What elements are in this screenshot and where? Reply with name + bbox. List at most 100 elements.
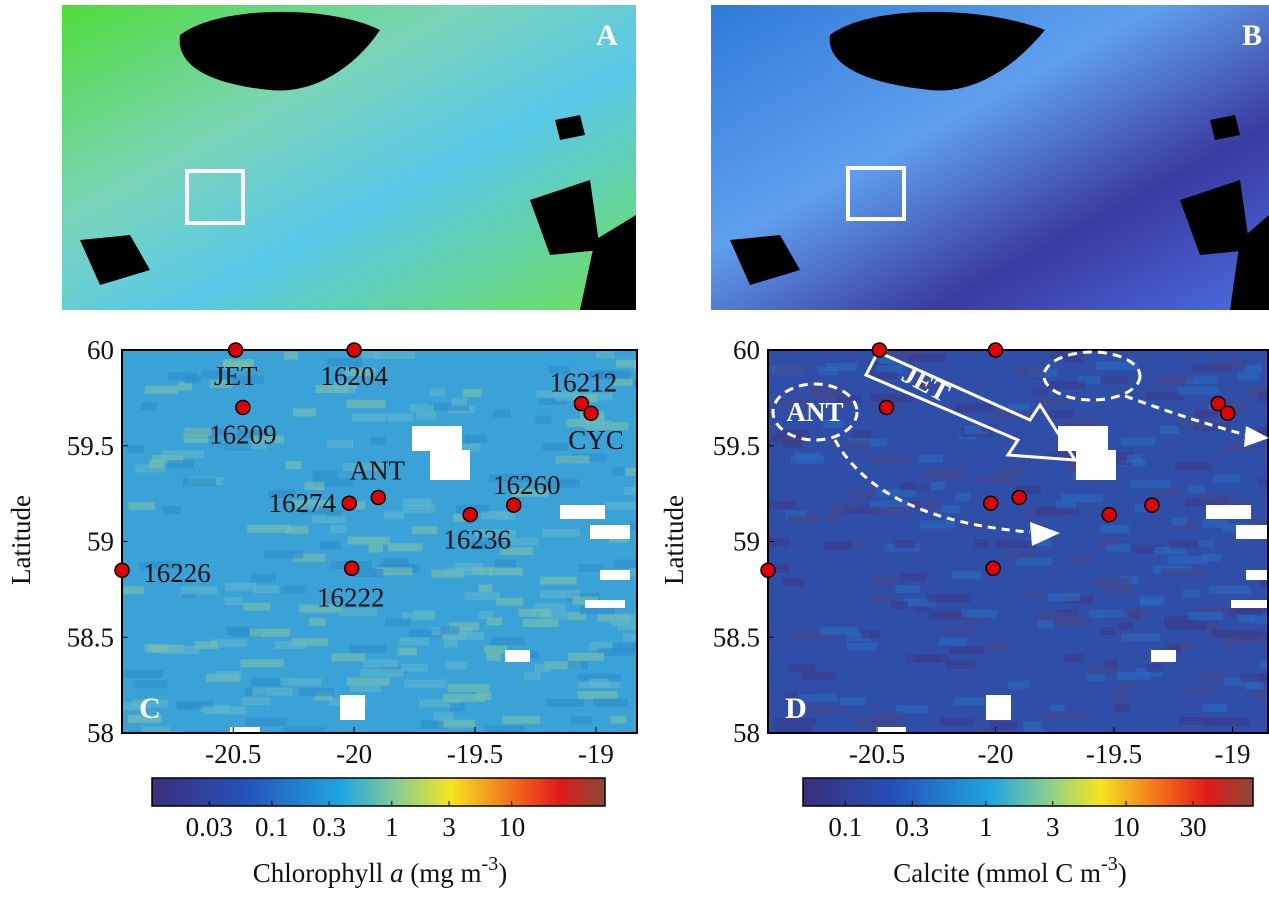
colorbar-tick-label: 0.1 bbox=[828, 812, 862, 842]
map-pixel bbox=[926, 594, 971, 603]
map-pixel bbox=[347, 536, 391, 545]
map-pixel bbox=[589, 641, 612, 650]
map-pixel bbox=[450, 703, 465, 712]
station-marker bbox=[583, 405, 599, 421]
map-pixel bbox=[500, 547, 533, 556]
map-pixel bbox=[149, 459, 164, 468]
map-pixel bbox=[1188, 612, 1223, 621]
map-pixel bbox=[985, 642, 1008, 651]
map-pixel bbox=[1111, 692, 1132, 701]
map-pixel bbox=[555, 455, 590, 464]
station-marker bbox=[878, 399, 895, 416]
station-marker bbox=[235, 399, 251, 416]
map-pixel bbox=[399, 637, 429, 646]
colorbar-tick-label: 3 bbox=[442, 812, 456, 842]
map-pixel bbox=[1209, 360, 1247, 369]
station-marker bbox=[114, 562, 130, 578]
map-pixel bbox=[613, 559, 637, 568]
map-pixel bbox=[437, 719, 476, 728]
map-pixel bbox=[1167, 556, 1208, 565]
map-pixel bbox=[577, 691, 619, 700]
map-pixel bbox=[183, 434, 209, 443]
colorbar-tick-label: 3 bbox=[1046, 812, 1060, 842]
map-pixel bbox=[1196, 606, 1233, 615]
map-pixel bbox=[540, 590, 580, 599]
map-pixel bbox=[350, 568, 384, 577]
map-pixel bbox=[938, 637, 967, 646]
map-pixel bbox=[978, 475, 1016, 484]
map-pixel bbox=[974, 539, 990, 548]
map-pixel bbox=[567, 661, 588, 670]
map-pixel bbox=[511, 488, 549, 497]
map-pixel bbox=[871, 576, 906, 585]
map-pixel bbox=[339, 608, 377, 617]
map-pixel bbox=[775, 365, 810, 374]
map-pixel bbox=[633, 378, 637, 387]
map-pixel bbox=[312, 515, 346, 524]
map-pixel bbox=[1089, 609, 1128, 618]
map-pixel bbox=[346, 677, 390, 686]
map-pixel bbox=[319, 541, 341, 550]
map-pixel bbox=[420, 720, 444, 729]
map-pixel bbox=[485, 725, 526, 733]
station-marker bbox=[573, 395, 590, 412]
map-pixel bbox=[471, 540, 512, 549]
map-pixel bbox=[896, 705, 928, 714]
map-pixel bbox=[1202, 703, 1227, 712]
map-pixel bbox=[313, 478, 353, 487]
map-pixel bbox=[535, 415, 552, 424]
map-pixel bbox=[546, 699, 584, 708]
map-pixel bbox=[568, 652, 604, 661]
cloud-mask bbox=[1206, 505, 1251, 519]
cloud-mask bbox=[1151, 650, 1176, 662]
map-pixel bbox=[997, 465, 1026, 474]
panel-label: B bbox=[1242, 19, 1262, 52]
map-pixel bbox=[870, 371, 897, 380]
cloud-mask bbox=[560, 505, 605, 519]
colorbar-label: Chlorophyll a (mg m-3) bbox=[253, 853, 507, 888]
map-pixel bbox=[610, 715, 627, 724]
map-pixel bbox=[413, 610, 436, 619]
map-pixel bbox=[334, 380, 358, 389]
map-pixel bbox=[282, 727, 327, 733]
cloud-mask bbox=[590, 525, 630, 539]
map-pixel bbox=[342, 462, 385, 471]
map-pixel bbox=[613, 642, 637, 651]
map-pixel bbox=[216, 670, 242, 679]
map-pixel bbox=[1197, 672, 1231, 681]
map-pixel bbox=[542, 528, 581, 537]
map-pixel bbox=[1203, 519, 1228, 528]
map-pixel bbox=[919, 520, 955, 529]
map-pixel bbox=[593, 698, 628, 707]
map-pixel bbox=[139, 561, 182, 570]
map-pixel bbox=[283, 351, 299, 360]
map-pixel bbox=[1037, 398, 1069, 407]
map-pixel bbox=[811, 391, 847, 400]
station-label: CYC bbox=[568, 425, 624, 455]
colorbar-tick-label: 30 bbox=[1180, 812, 1207, 842]
map-pixel bbox=[913, 603, 930, 612]
map-pixel bbox=[184, 427, 212, 436]
map-pixel bbox=[1100, 375, 1129, 384]
map-pixel bbox=[1131, 545, 1165, 554]
map-pixel bbox=[609, 618, 630, 627]
map-pixel bbox=[315, 385, 349, 394]
annotation: ANT bbox=[786, 397, 843, 427]
map-pixel bbox=[141, 402, 158, 411]
map-pixel bbox=[141, 726, 171, 733]
map-pixel bbox=[401, 663, 429, 672]
station-marker bbox=[760, 562, 776, 578]
map-pixel bbox=[621, 614, 637, 623]
map-pixel bbox=[1172, 517, 1187, 526]
cloud-mask bbox=[1236, 525, 1268, 539]
map-pixel bbox=[1145, 392, 1184, 401]
map-pixel bbox=[1257, 393, 1268, 402]
map-pixel bbox=[1250, 518, 1268, 527]
station-marker bbox=[505, 497, 522, 513]
cloud-mask bbox=[876, 727, 906, 733]
map-pixel bbox=[808, 705, 847, 714]
map-pixel bbox=[788, 664, 816, 673]
map-pixel bbox=[1226, 608, 1263, 617]
map-pixel bbox=[299, 604, 341, 613]
map-pixel bbox=[1046, 451, 1071, 460]
